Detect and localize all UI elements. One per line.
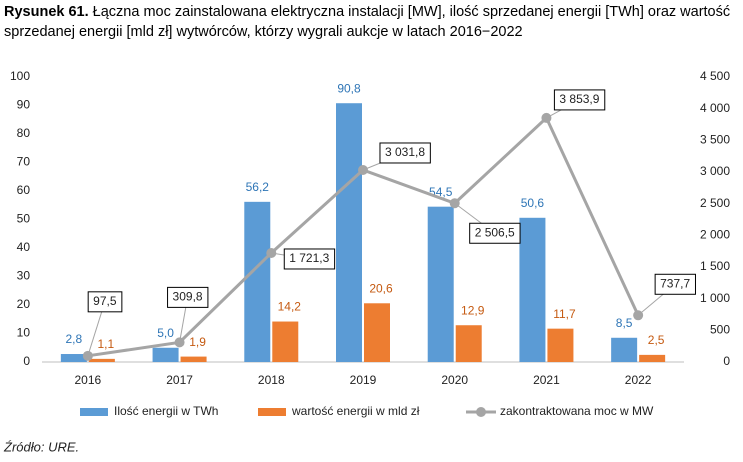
figure-label: Rysunek 61.: [4, 4, 89, 20]
y-tick-label: 90: [17, 98, 31, 112]
marker: [633, 310, 644, 321]
legend-swatch: [258, 408, 286, 416]
title: sprzedanej energii [mld zł] wytwórców, k…: [4, 24, 523, 40]
bar: [60, 354, 87, 362]
value-label: 12,9: [461, 303, 485, 317]
y2-tick-label: 1 500: [700, 259, 730, 273]
label-box: [469, 222, 521, 244]
y-tick-label: 20: [17, 297, 31, 311]
bar: [639, 354, 666, 362]
x-tick-label: 2020: [441, 373, 468, 387]
bar: [244, 201, 271, 362]
title-line: Rysunek 61. Łączna moc zainstalowana ele…: [4, 4, 730, 20]
value-label: 1,1: [98, 337, 115, 351]
x-tick-label: 2019: [350, 373, 377, 387]
marker: [541, 112, 552, 123]
y2-tick-label: 2 500: [700, 196, 730, 210]
bar: [455, 325, 482, 362]
legend-swatch: [80, 408, 108, 416]
value-label: 8,5: [616, 316, 633, 330]
value-label: 3 853,9: [559, 92, 599, 106]
y-tick-label: 10: [17, 326, 31, 340]
value-label: 20,6: [369, 281, 393, 295]
value-label: 3 031,8: [385, 145, 425, 159]
value-label: 14,2: [278, 300, 302, 314]
bar: [364, 303, 390, 362]
title-line: sprzedanej energii [mld zł] wytwórców, k…: [4, 24, 523, 40]
legend-label: zakontraktowana moc w MW: [500, 404, 654, 418]
y-tick-label: 70: [17, 155, 31, 169]
x-tick-label: 2016: [75, 373, 102, 387]
value-label: 1 721,3: [289, 251, 329, 265]
title: Łączna moc zainstalowana elektryczna ins…: [92, 4, 731, 20]
y-tick-label: 30: [17, 269, 31, 283]
bar: [272, 321, 299, 362]
marker: [449, 198, 460, 209]
label-box: [379, 142, 431, 164]
y-tick-label: 80: [17, 126, 31, 140]
bar: [336, 103, 362, 362]
bar: [88, 358, 115, 362]
bar: [427, 206, 454, 362]
value-label: 5,0: [157, 326, 174, 340]
y2-tick-label: 4 500: [700, 69, 730, 83]
y2-tick-label: 2 000: [700, 228, 730, 242]
value-label: 2 506,5: [475, 225, 515, 239]
value-label: 2,5: [648, 333, 665, 347]
label-box: [87, 291, 123, 313]
value-label: 1,9: [189, 335, 206, 349]
y-tick-label: 100: [10, 69, 30, 83]
label-box: [553, 89, 606, 111]
value-label: 90,8: [337, 81, 361, 95]
value-label: 97,5: [93, 294, 117, 308]
y-tick-label: 40: [17, 240, 31, 254]
value-label: 11,7: [553, 307, 576, 321]
x-tick-label: 2021: [533, 373, 560, 387]
value-label: 2,8: [66, 332, 83, 346]
bar: [180, 356, 207, 362]
value-label: 50,6: [521, 196, 545, 210]
x-tick-label: 2018: [258, 373, 285, 387]
legend-label: wartość energii w mld zł: [291, 404, 420, 418]
marker: [82, 350, 93, 361]
label-box: [654, 273, 696, 295]
value-label: 56,2: [246, 180, 270, 194]
y2-tick-label: 1 000: [700, 291, 730, 305]
source: Źródło: URE.: [3, 439, 79, 454]
x-tick-label: 2017: [166, 373, 193, 387]
y-tick-label: 60: [17, 183, 31, 197]
bar: [152, 347, 179, 362]
marker: [358, 164, 368, 175]
value-label: 737,7: [660, 276, 690, 290]
label-box: [283, 248, 336, 270]
value-label: 309,8: [173, 290, 203, 304]
bar: [519, 217, 546, 362]
label-box: [167, 286, 209, 308]
y2-tick-label: 4 000: [700, 101, 730, 115]
marker: [266, 247, 277, 258]
legend-swatch: [476, 407, 486, 417]
y2-tick-label: 3 000: [700, 164, 730, 178]
y2-tick-label: 500: [710, 323, 730, 337]
bar: [547, 328, 574, 362]
marker: [174, 337, 185, 348]
x-tick-label: 2022: [625, 373, 652, 387]
y2-tick-label: 3 500: [700, 133, 730, 147]
y2-tick-label: 0: [723, 354, 730, 368]
y-tick-label: 50: [17, 212, 31, 226]
legend-label: Ilość energii w TWh: [114, 404, 218, 418]
y-tick-label: 0: [23, 354, 30, 368]
bar: [611, 337, 638, 362]
